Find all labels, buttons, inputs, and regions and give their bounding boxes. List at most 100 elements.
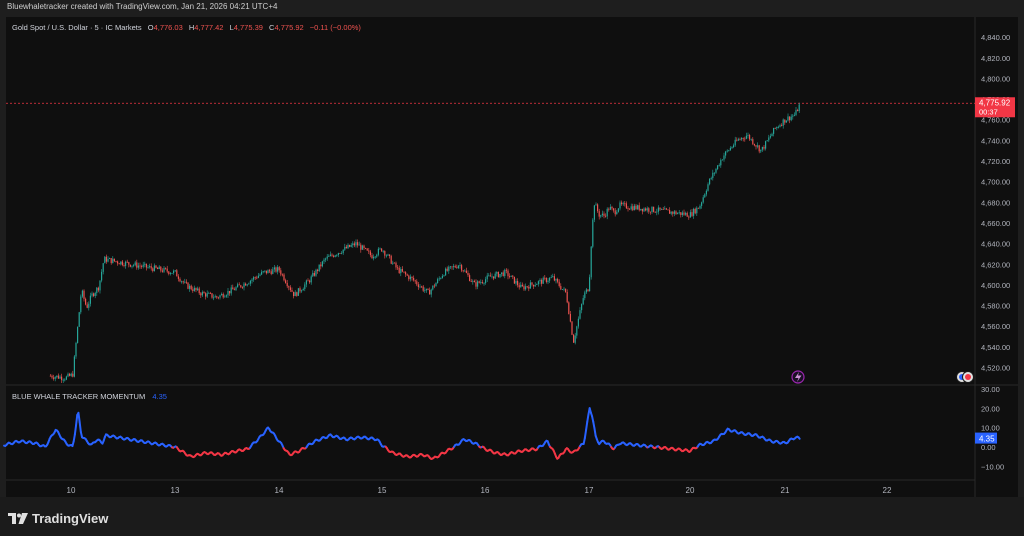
candle-body — [473, 280, 475, 283]
open-label: O — [148, 23, 154, 32]
candle-body — [320, 264, 322, 267]
candle-body — [710, 178, 712, 179]
candle-body — [747, 135, 749, 136]
candle-body — [105, 256, 107, 262]
candle-body — [248, 283, 250, 285]
candle-body — [198, 288, 200, 294]
momentum-segment — [797, 436, 801, 440]
candle-body — [784, 119, 786, 123]
candle-body — [318, 264, 320, 271]
candle-body — [425, 288, 427, 291]
candle-body — [217, 297, 219, 299]
candle-body — [625, 203, 627, 209]
candle-body — [184, 281, 186, 283]
candle-body — [547, 280, 549, 282]
candle-body — [726, 150, 728, 152]
indicator-axis[interactable]: −10.00 0.00 10.00 20.00 30.00 — [981, 385, 1004, 471]
candle-body — [137, 265, 139, 268]
price-tick-label: 4,640.00 — [981, 240, 1010, 249]
symbol-title: Gold Spot / U.S. Dollar · 5 · IC Markets — [12, 23, 142, 32]
candle-body — [675, 211, 677, 215]
candle-body — [112, 258, 114, 264]
candle-body — [409, 276, 411, 280]
candle-body — [608, 208, 610, 210]
candle-body — [99, 280, 101, 291]
candle-body — [371, 255, 373, 259]
candle-body — [605, 215, 607, 217]
candle-body — [203, 292, 205, 294]
candle-body — [451, 266, 453, 268]
candle-body — [273, 267, 275, 270]
candle-body — [773, 127, 775, 134]
candle-body — [597, 204, 599, 212]
candle-body — [478, 281, 480, 283]
momentum-segment — [593, 427, 597, 437]
economic-events-icon[interactable] — [956, 371, 974, 383]
candle-body — [107, 258, 109, 262]
candle-body — [131, 265, 133, 267]
price-axis[interactable]: 4,520.00 4,540.00 4,560.00 4,580.00 4,600.00… — [981, 33, 1010, 372]
candle-body — [373, 256, 375, 259]
candle-body — [147, 267, 149, 268]
candle-body — [149, 266, 151, 268]
candle-body — [411, 276, 413, 278]
candle-body — [357, 242, 359, 246]
candle-body — [571, 321, 573, 335]
candle-body — [374, 256, 376, 258]
candle-body — [115, 261, 117, 262]
candle-body — [261, 271, 263, 275]
candle-body — [505, 269, 507, 271]
candle-body — [81, 290, 83, 297]
candle-body — [336, 255, 338, 256]
candle-body — [117, 261, 119, 264]
low-value: 4,775.39 — [234, 23, 263, 32]
candle-body — [179, 278, 181, 282]
candle-body — [734, 139, 736, 146]
candle-body — [185, 281, 187, 283]
candle-body — [85, 298, 87, 305]
candle-body — [688, 216, 690, 218]
candle-body — [665, 208, 667, 210]
candle-body — [70, 373, 72, 376]
candle-body — [723, 155, 725, 160]
candle-body — [229, 290, 231, 294]
candle-body — [454, 266, 456, 268]
candle-body — [102, 263, 104, 272]
candle-body — [270, 271, 272, 274]
candle-body — [445, 268, 447, 276]
candle-body — [693, 208, 695, 216]
time-axis[interactable]: 10 13 14 15 16 17 20 21 22 — [67, 486, 892, 495]
tradingview-logo[interactable]: TradingView — [8, 511, 108, 526]
candle-body — [401, 268, 403, 272]
credit-text: Bluewhaletracker created with TradingVie… — [7, 2, 278, 11]
candle-body — [681, 212, 683, 215]
candle-body — [104, 256, 106, 264]
candle-body — [785, 120, 787, 123]
candle-body — [697, 207, 699, 209]
candle-body — [176, 270, 178, 277]
candle-body — [651, 206, 653, 213]
candle-body — [744, 138, 746, 140]
candle-body — [537, 281, 539, 285]
candle-body — [331, 254, 333, 256]
dividend-event-icon[interactable] — [791, 370, 805, 384]
candle-body — [96, 287, 98, 293]
candle-body — [417, 284, 419, 287]
candle-body — [297, 288, 299, 296]
candle-body — [662, 208, 664, 210]
time-tick-label: 22 — [883, 486, 892, 495]
price-badge-countdown: 00:37 — [979, 107, 998, 116]
candle-body — [755, 145, 757, 147]
candle-body — [446, 268, 448, 271]
candle-body — [769, 136, 771, 138]
change-value: −0.11 (−0.00%) — [310, 23, 362, 32]
candle-body — [667, 209, 669, 211]
candle-body — [611, 206, 613, 209]
candle-body — [158, 266, 160, 270]
candle-body — [272, 269, 274, 274]
candle-body — [56, 375, 58, 377]
candle-body — [211, 293, 213, 298]
candle-body — [321, 261, 323, 267]
chart-frame[interactable] — [6, 17, 1018, 497]
